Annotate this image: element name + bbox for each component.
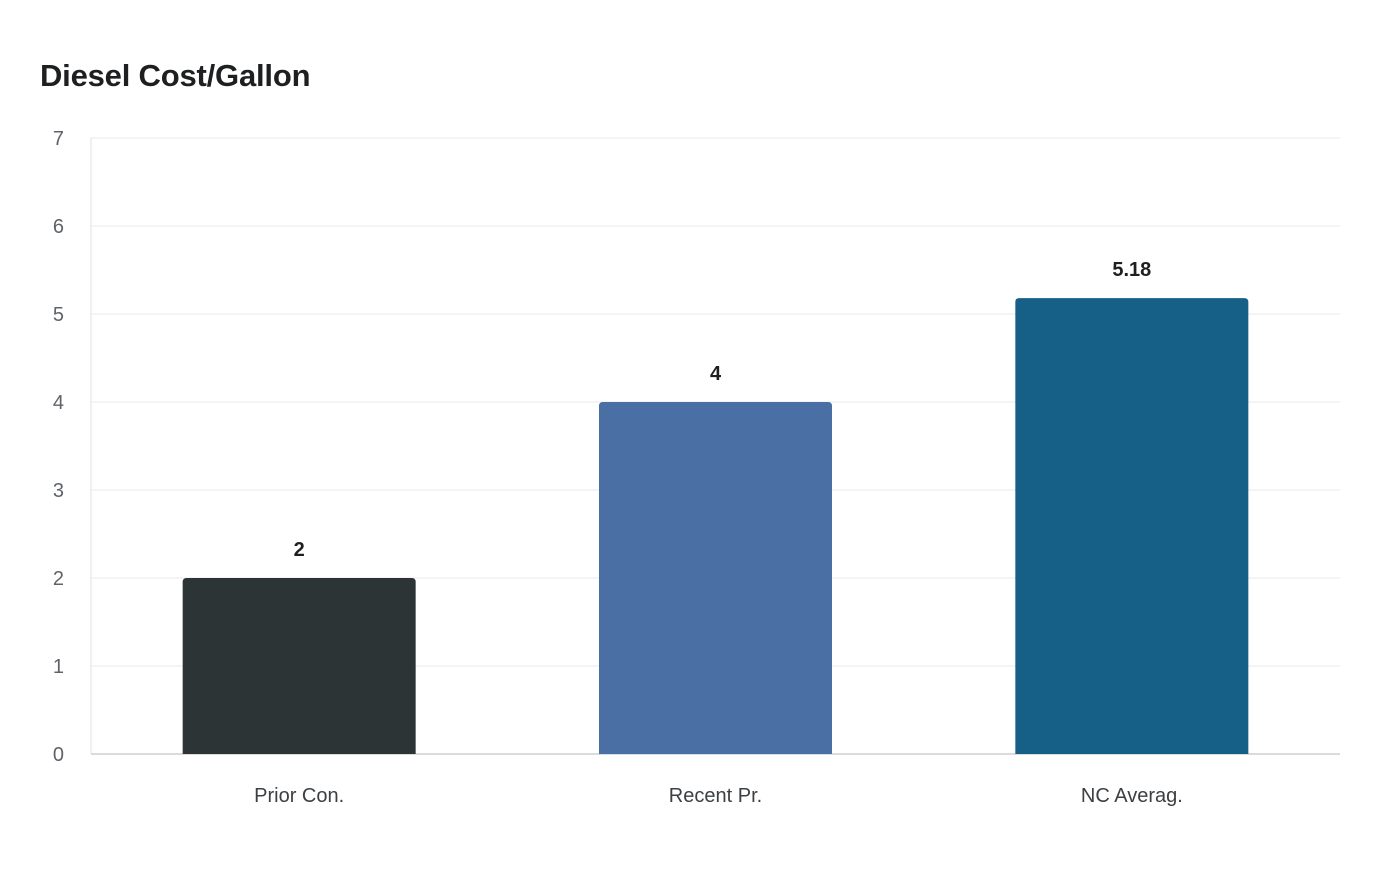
y-tick-label: 3	[53, 480, 64, 502]
bar	[1015, 298, 1249, 754]
bar-value-label: 5.18	[1112, 259, 1151, 281]
bar	[182, 578, 416, 754]
x-category-label: NC Averag.	[1081, 785, 1183, 807]
y-tick-label: 7	[53, 128, 64, 150]
x-category-label: Recent Pr.	[669, 785, 762, 807]
x-category-label: Prior Con.	[254, 785, 344, 807]
bars	[182, 298, 1249, 754]
y-tick-label: 1	[53, 656, 64, 678]
chart-title: Diesel Cost/Gallon	[40, 58, 311, 93]
y-tick-label: 2	[53, 568, 64, 590]
y-tick-label: 4	[53, 392, 64, 414]
bar-value-label: 2	[294, 539, 305, 561]
y-tick-label: 0	[53, 744, 64, 766]
y-tick-label: 5	[53, 304, 64, 326]
bar-value-label: 4	[710, 363, 722, 385]
y-tick-label: 6	[53, 216, 64, 238]
labels: 0 1 2 3 4 5 6 7 2 Prior Con. 4 Recent Pr. 5.18 NC Ave…	[53, 128, 1183, 807]
bar	[599, 402, 832, 754]
